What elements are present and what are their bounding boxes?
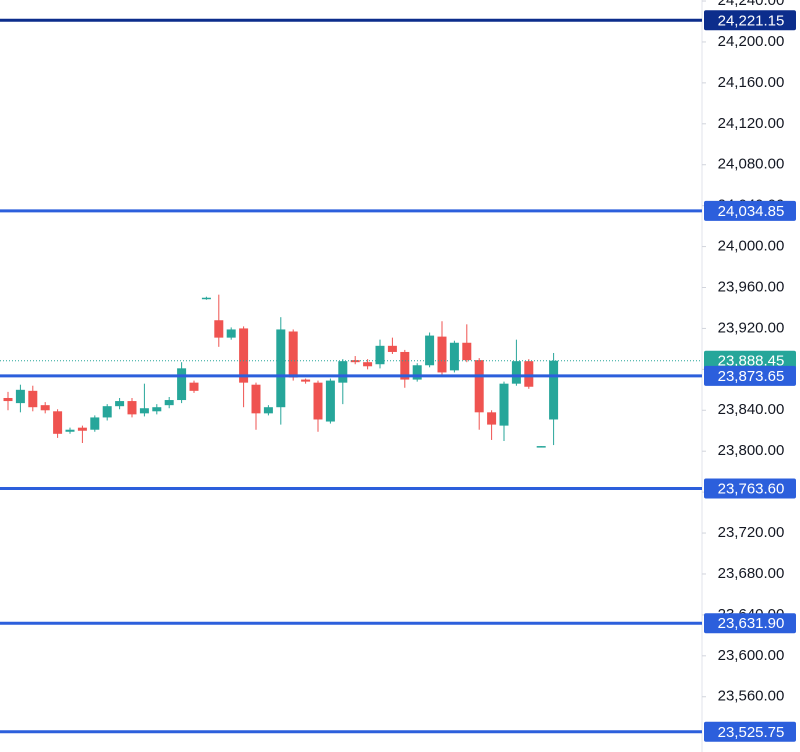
candle-body — [549, 360, 559, 420]
candle-body — [474, 360, 484, 413]
y-tick-label: 23,680.00 — [718, 565, 785, 582]
candle-body — [325, 380, 335, 422]
candle-body — [400, 351, 410, 380]
candle-body — [201, 297, 211, 300]
candle-body — [301, 379, 311, 382]
y-tick-label: 24,160.00 — [718, 74, 785, 91]
candle-body — [65, 429, 75, 432]
candle-body — [363, 362, 373, 367]
candle-body — [338, 361, 348, 383]
level-label: 24,221.15 — [718, 12, 785, 29]
level-label-box — [704, 721, 796, 742]
y-tick-label: 24,080.00 — [718, 156, 785, 173]
candle-body — [462, 342, 472, 361]
level-label-box — [704, 478, 796, 499]
candle-body — [226, 329, 236, 338]
candle-body — [511, 361, 521, 384]
candle-body — [449, 342, 459, 371]
y-tick-label: 23,920.00 — [718, 319, 785, 336]
candle-body — [139, 408, 149, 414]
level-label: 23,631.90 — [718, 615, 785, 632]
level-label: 23,525.75 — [718, 724, 785, 741]
candle-body — [499, 383, 509, 426]
candle-body — [350, 360, 360, 363]
level-label-box — [704, 613, 796, 634]
candle-body — [115, 401, 125, 407]
current-price-box — [704, 350, 796, 371]
candle-body — [28, 390, 38, 408]
candle-body — [313, 382, 323, 420]
current-price-label: 23,888.45 — [718, 353, 785, 370]
candle-body — [487, 412, 497, 425]
candle-body — [164, 400, 174, 406]
y-tick-label: 24,000.00 — [718, 238, 785, 255]
candle-body — [276, 329, 286, 408]
y-tick-label: 24,200.00 — [718, 33, 785, 50]
y-tick-label: 23,720.00 — [718, 524, 785, 541]
level-label-box — [704, 10, 796, 31]
candle-body — [288, 331, 298, 378]
y-tick-label: 24,240.00 — [718, 0, 785, 9]
y-tick-label: 24,120.00 — [718, 115, 785, 132]
level-label: 23,763.60 — [718, 480, 785, 497]
candle-body — [263, 407, 273, 414]
candle-body — [40, 405, 50, 411]
candle-body — [375, 345, 385, 365]
candle-body — [177, 368, 187, 401]
candle-body — [412, 365, 422, 380]
candle-body — [127, 401, 137, 415]
candle-body — [239, 328, 249, 383]
candle-body — [15, 389, 25, 404]
y-tick-label: 23,560.00 — [718, 688, 785, 705]
candle-body — [53, 411, 63, 434]
candle-body — [102, 406, 112, 418]
candle-body — [387, 345, 397, 352]
level-label: 23,873.65 — [718, 368, 785, 385]
candle-body — [189, 382, 199, 391]
level-label-box — [704, 365, 796, 386]
y-tick-label: 23,800.00 — [718, 442, 785, 459]
level-label: 24,034.85 — [718, 203, 785, 220]
candle-body — [425, 335, 435, 366]
candle-body — [90, 417, 100, 430]
candle-body — [524, 361, 534, 387]
y-tick-label: 23,960.00 — [718, 278, 785, 295]
candle-body — [251, 384, 261, 414]
candle-body — [152, 407, 162, 412]
candle-body — [214, 320, 224, 338]
level-label-box — [704, 200, 796, 221]
candle-body — [437, 336, 447, 373]
candle-body — [3, 397, 13, 402]
y-tick-label: 23,600.00 — [718, 647, 785, 664]
candle-body — [77, 427, 87, 431]
y-tick-label: 23,840.00 — [718, 401, 785, 418]
candle-body — [536, 446, 546, 448]
